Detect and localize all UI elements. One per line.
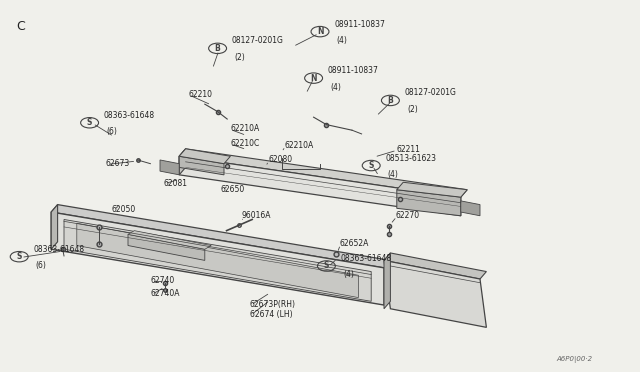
Text: 62210: 62210 bbox=[189, 90, 212, 99]
Text: S: S bbox=[87, 118, 92, 127]
Text: 62674 (LH): 62674 (LH) bbox=[250, 310, 292, 319]
Text: 08911-10837: 08911-10837 bbox=[328, 66, 378, 75]
Text: S: S bbox=[369, 161, 374, 170]
Polygon shape bbox=[128, 234, 205, 260]
Text: 08513-61623: 08513-61623 bbox=[385, 154, 436, 163]
Text: 62210C: 62210C bbox=[230, 139, 260, 148]
Text: 08363-61648: 08363-61648 bbox=[104, 111, 155, 120]
Text: A6P0|00·2: A6P0|00·2 bbox=[557, 356, 593, 363]
Text: (6): (6) bbox=[36, 261, 47, 270]
Text: (4): (4) bbox=[388, 170, 399, 179]
Text: 62081: 62081 bbox=[163, 179, 187, 187]
Text: 62210A: 62210A bbox=[230, 124, 260, 133]
Polygon shape bbox=[179, 156, 224, 175]
Text: N: N bbox=[310, 74, 317, 83]
Polygon shape bbox=[160, 160, 179, 175]
Polygon shape bbox=[64, 219, 371, 301]
Text: 08127-0201G: 08127-0201G bbox=[404, 89, 456, 97]
Polygon shape bbox=[384, 253, 486, 279]
Polygon shape bbox=[397, 190, 461, 216]
Text: 08127-0201G: 08127-0201G bbox=[232, 36, 284, 45]
Text: S: S bbox=[324, 262, 329, 270]
Polygon shape bbox=[461, 201, 480, 216]
Text: 96016A: 96016A bbox=[242, 211, 271, 220]
Text: (2): (2) bbox=[407, 105, 418, 114]
Text: 62080: 62080 bbox=[269, 155, 293, 164]
Text: 62050: 62050 bbox=[112, 205, 136, 214]
Polygon shape bbox=[384, 260, 486, 327]
Polygon shape bbox=[51, 205, 390, 268]
Text: 08363-61648: 08363-61648 bbox=[33, 245, 84, 254]
Polygon shape bbox=[179, 149, 186, 175]
Text: 62740A: 62740A bbox=[150, 289, 180, 298]
Polygon shape bbox=[51, 212, 384, 305]
Text: (4): (4) bbox=[337, 36, 348, 45]
Text: S: S bbox=[17, 252, 22, 261]
Text: (4): (4) bbox=[330, 83, 341, 92]
Text: (6): (6) bbox=[106, 127, 117, 136]
Text: B: B bbox=[215, 44, 220, 53]
Text: 62673: 62673 bbox=[106, 159, 130, 168]
Polygon shape bbox=[179, 156, 461, 216]
Text: 62740: 62740 bbox=[150, 276, 175, 285]
Polygon shape bbox=[179, 149, 467, 197]
Text: 08363-61648: 08363-61648 bbox=[340, 254, 392, 263]
Text: 62652A: 62652A bbox=[339, 239, 369, 248]
Polygon shape bbox=[77, 223, 358, 298]
Polygon shape bbox=[397, 182, 467, 197]
Text: B: B bbox=[388, 96, 393, 105]
Text: 08911-10837: 08911-10837 bbox=[334, 20, 385, 29]
Text: 62211: 62211 bbox=[397, 145, 420, 154]
Text: (2): (2) bbox=[234, 53, 245, 62]
Text: N: N bbox=[317, 27, 323, 36]
Text: 62270: 62270 bbox=[396, 211, 420, 220]
Polygon shape bbox=[128, 231, 211, 249]
Text: C: C bbox=[16, 20, 25, 33]
Polygon shape bbox=[51, 205, 58, 249]
Text: 62650: 62650 bbox=[221, 185, 245, 194]
Text: 62210A: 62210A bbox=[285, 141, 314, 150]
Polygon shape bbox=[179, 149, 230, 164]
Text: (4): (4) bbox=[343, 270, 354, 279]
Text: 62673P(RH): 62673P(RH) bbox=[250, 300, 296, 309]
Polygon shape bbox=[384, 253, 390, 309]
